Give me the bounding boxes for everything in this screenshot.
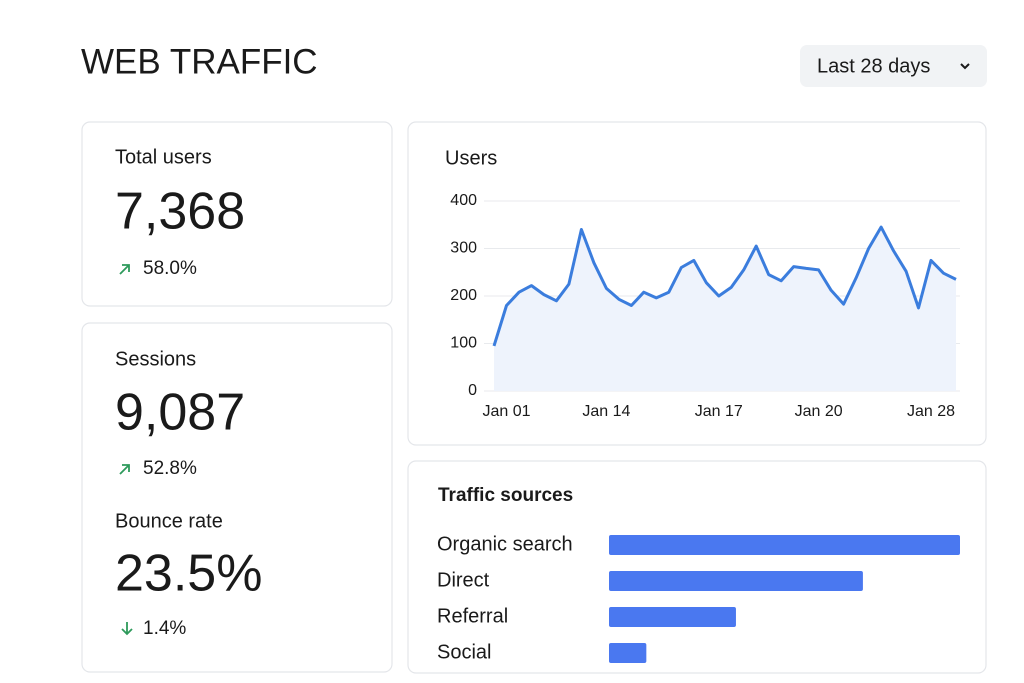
bar <box>609 643 647 663</box>
stat-value: 9,087 <box>115 384 245 442</box>
bar-label: Referral <box>437 605 508 627</box>
line <box>492 225 957 347</box>
stat-value: 23.5% <box>115 545 262 603</box>
stat-label: Bounce rate <box>115 510 223 532</box>
bar <box>609 571 863 591</box>
up-arrow <box>119 264 130 275</box>
chart-title: Traffic sources <box>438 485 573 506</box>
bar <box>609 607 736 627</box>
stat-change: 58.0% <box>143 258 197 279</box>
x-tick-label: Jan 01 <box>482 403 530 420</box>
stat-label: Sessions <box>115 348 196 370</box>
line-area <box>494 227 956 391</box>
x-tick-label: Jan 20 <box>795 403 843 420</box>
chart-title: Users <box>445 147 497 169</box>
y-tick-label: 300 <box>450 240 477 257</box>
bar-label: Social <box>437 641 491 663</box>
stat-change: 52.8% <box>143 458 197 479</box>
card <box>81 322 393 673</box>
down-arrow <box>121 622 133 636</box>
bar <box>609 535 960 555</box>
card <box>81 121 393 307</box>
range-label[interactable]: Last 28 days <box>817 55 930 77</box>
y-tick-label: 100 <box>450 335 477 352</box>
y-tick-label: 400 <box>450 192 477 209</box>
stat-label: Total users <box>115 146 212 168</box>
page-title: WEB TRAFFIC <box>81 42 318 81</box>
bar-label: Direct <box>437 569 490 591</box>
y-tick-label: 0 <box>468 382 477 399</box>
x-tick-label: Jan 14 <box>582 403 630 420</box>
up-arrow <box>119 464 130 475</box>
x-tick-label: Jan 17 <box>695 403 743 420</box>
chevron-icon[interactable] <box>960 63 970 70</box>
stat-value: 7,368 <box>115 183 245 241</box>
card <box>407 460 987 674</box>
bar-label: Organic search <box>437 533 573 555</box>
range-dropdown[interactable] <box>800 45 987 87</box>
x-tick-label: Jan 28 <box>907 403 955 420</box>
stat-change: 1.4% <box>143 618 186 639</box>
y-tick-label: 200 <box>450 287 477 304</box>
